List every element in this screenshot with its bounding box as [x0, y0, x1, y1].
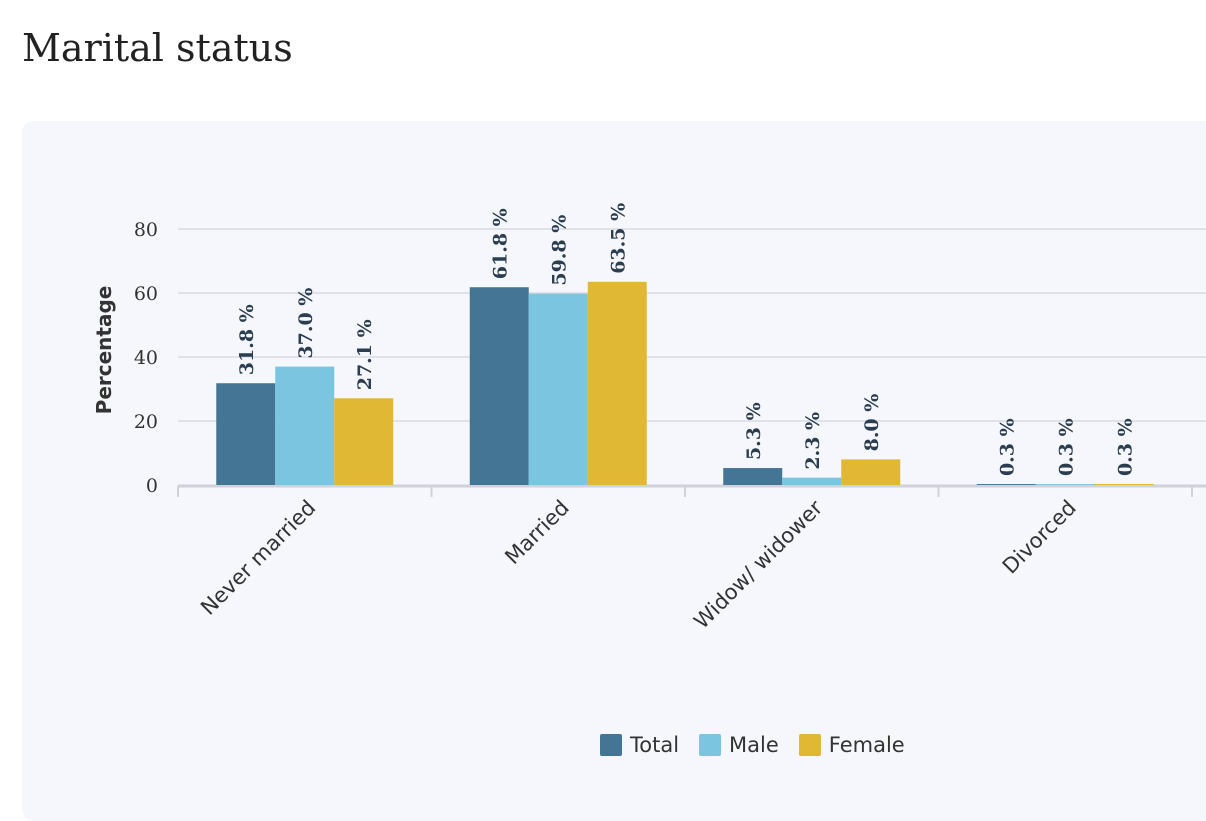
- y-tick-label-20: 20: [134, 411, 158, 433]
- bar-total-never-married: [216, 383, 276, 485]
- bar-male-divorced: [1035, 484, 1095, 485]
- legend: Total Male Female: [600, 733, 905, 757]
- legend-item-female[interactable]: Female: [798, 733, 905, 757]
- data-label-female-married: 63.5 %: [607, 203, 629, 274]
- legend-label-male: Male: [729, 733, 779, 757]
- bar-male-never-married: [275, 366, 335, 485]
- bar-female-widow-widower: [841, 459, 901, 485]
- y-axis-title: Percentage: [92, 286, 116, 415]
- y-tick-label-40: 40: [134, 347, 158, 369]
- data-label-male-divorced: 0.3 %: [1055, 418, 1077, 476]
- data-label-total-married: 61.8 %: [489, 208, 511, 279]
- page-title: Marital status: [22, 26, 293, 70]
- legend-item-male[interactable]: Male: [699, 733, 779, 757]
- x-tick-label-widow-widower: Widow/ widower: [689, 495, 827, 633]
- legend-swatch-female: [798, 734, 821, 756]
- bar-female-never-married: [334, 398, 394, 485]
- data-label-female-divorced: 0.3 %: [1114, 418, 1136, 476]
- x-tick-label-divorced: Divorced: [998, 496, 1081, 579]
- legend-label-total: Total: [630, 733, 680, 757]
- data-label-total-never-married: 31.8 %: [236, 304, 258, 375]
- y-tick-label-80: 80: [134, 219, 158, 241]
- bar-male-married: [528, 293, 588, 485]
- legend-swatch-male: [699, 734, 722, 756]
- data-label-male-widow-widower: 2.3 %: [802, 412, 824, 470]
- bar-chart: 0 20 40 60 80 Percentage 31.8 % 37.0 % 27.1 % Nev…: [92, 203, 1206, 634]
- bar-total-widow-widower: [723, 468, 783, 485]
- bar-male-widow-widower: [782, 477, 842, 485]
- x-tick-label-married: Married: [500, 496, 574, 570]
- data-label-female-widow-widower: 8.0 %: [861, 394, 883, 452]
- bar-total-married: [469, 287, 529, 485]
- bar-female-married: [587, 281, 647, 485]
- legend-item-total[interactable]: Total: [600, 733, 679, 757]
- bar-female-divorced: [1094, 484, 1154, 485]
- x-tick-label-never-married: Never married: [196, 496, 320, 620]
- data-label-total-divorced: 0.3 %: [996, 418, 1018, 476]
- y-tick-label-60: 60: [134, 283, 158, 305]
- legend-label-female: Female: [828, 733, 905, 757]
- y-tick-label-0: 0: [146, 475, 158, 497]
- bar-total-divorced: [976, 484, 1036, 485]
- data-label-male-never-married: 37.0 %: [295, 288, 317, 359]
- data-label-female-never-married: 27.1 %: [354, 319, 376, 390]
- legend-swatch-total: [600, 734, 622, 756]
- data-label-total-widow-widower: 5.3 %: [743, 402, 765, 460]
- data-label-male-married: 59.8 %: [548, 215, 570, 286]
